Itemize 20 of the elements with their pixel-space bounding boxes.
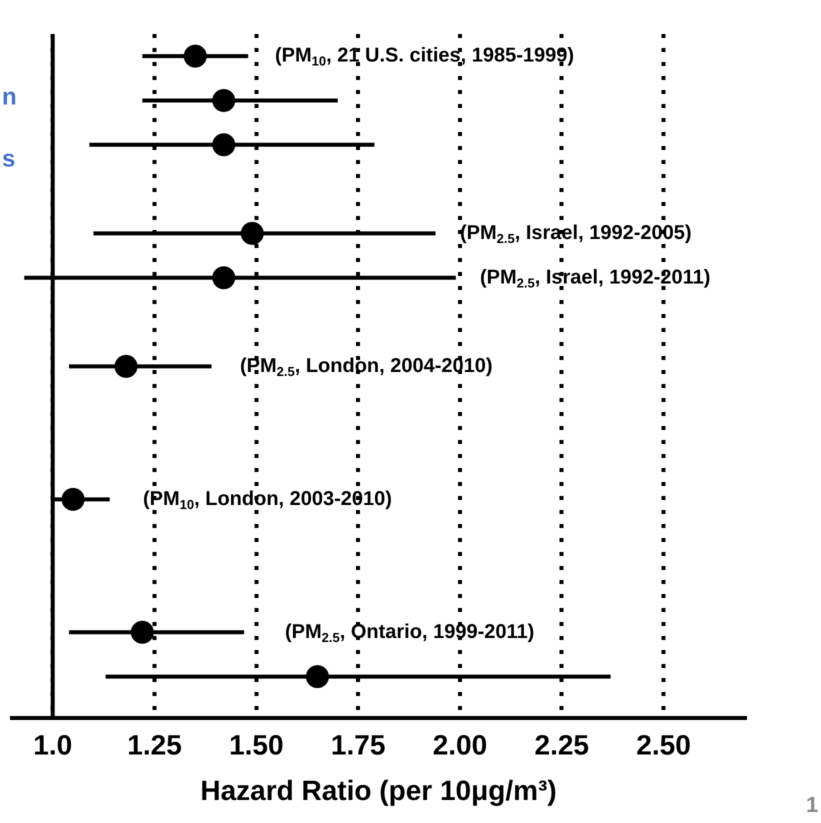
x-tick-label: 1.50	[229, 729, 284, 760]
x-tick-label: 2.50	[636, 729, 691, 760]
point	[184, 44, 207, 68]
point	[114, 354, 138, 378]
point	[212, 88, 236, 112]
x-tick-label: 1.0	[33, 729, 72, 760]
x-tick-label: 1.75	[330, 729, 386, 760]
x-tick-label: 2.25	[534, 729, 589, 760]
x-tick-label: 1.25	[127, 729, 182, 760]
annotation: n	[2, 84, 17, 111]
point	[212, 266, 236, 290]
point	[240, 222, 264, 245]
point	[62, 488, 85, 511]
point	[212, 133, 236, 156]
point	[306, 665, 329, 688]
annotation: s	[2, 146, 16, 173]
text: 1	[806, 792, 818, 818]
x-axis-title: Hazard Ratio (per 10μg/m³)	[200, 774, 557, 806]
point	[130, 620, 154, 644]
x-tick-label: 2.00	[432, 729, 488, 760]
